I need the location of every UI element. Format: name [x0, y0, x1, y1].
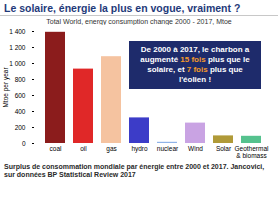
- svg-text:Wind: Wind: [188, 145, 203, 152]
- svg-text:1 400: 1 400: [9, 28, 26, 35]
- svg-text:Solar: Solar: [216, 145, 232, 152]
- svg-text:oil: oil: [80, 145, 87, 152]
- html-text:Le solaire, énergie la plus en: Le solaire, énergie la plus en vogue, vr…: [4, 2, 241, 14]
- svg-text:0: 0: [22, 140, 26, 147]
- svg-text:coal: coal: [50, 145, 62, 152]
- svg-text:nuclear: nuclear: [157, 145, 179, 152]
- html-text:Surplus de consommation mondia: Surplus de consommation mondiale par éne…: [4, 163, 265, 179]
- html-text:Total World, energy consumptio: Total World, energy consumption change 2…: [46, 18, 232, 25]
- svg-text:1 200: 1 200: [9, 44, 26, 51]
- svg-text:600: 600: [15, 92, 26, 99]
- html-text:De 2000 à 2017, le charbon a a: De 2000 à 2017, le charbon a augmenté 15…: [140, 45, 250, 84]
- svg-text:400: 400: [15, 108, 26, 115]
- svg-text:Geothermal& biomass: Geothermal& biomass: [235, 145, 270, 159]
- svg-text:Mtoe per year: Mtoe per year: [2, 67, 10, 108]
- svg-text:gas: gas: [106, 145, 117, 153]
- svg-text:200: 200: [15, 124, 26, 131]
- svg-text:hydro: hydro: [131, 145, 148, 153]
- svg-text:800: 800: [15, 76, 26, 83]
- svg-text:1 000: 1 000: [9, 60, 26, 67]
